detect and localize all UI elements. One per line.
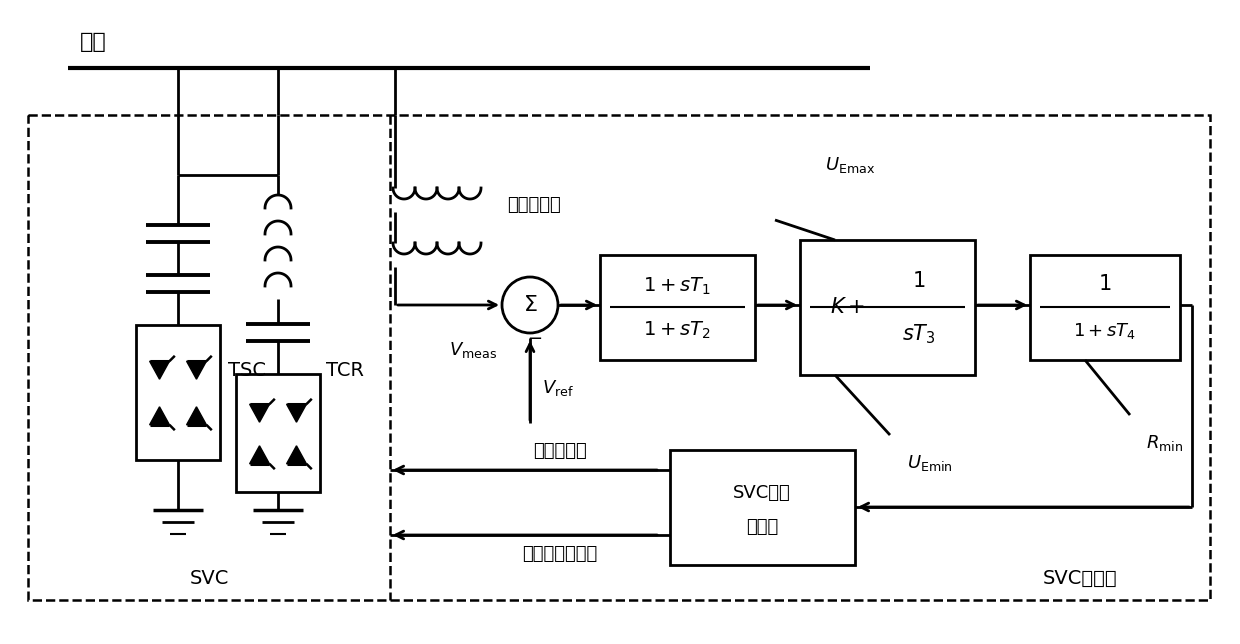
Text: $V_{\mathrm{ref}}$: $V_{\mathrm{ref}}$ xyxy=(542,378,574,398)
Text: $U_{\mathrm{Emin}}$: $U_{\mathrm{Emin}}$ xyxy=(908,453,952,473)
Text: $R_{\mathrm{min}}$: $R_{\mathrm{min}}$ xyxy=(1147,433,1184,453)
Bar xyxy=(600,255,755,360)
Text: 电压互感器: 电压互感器 xyxy=(507,196,560,214)
Polygon shape xyxy=(286,404,306,422)
Text: 发生器: 发生器 xyxy=(746,518,779,536)
Text: TSC: TSC xyxy=(228,361,267,379)
Bar xyxy=(136,325,219,460)
Text: 电容器组数信号: 电容器组数信号 xyxy=(522,545,598,563)
Polygon shape xyxy=(150,361,170,379)
Text: $U_{\mathrm{Emax}}$: $U_{\mathrm{Emax}}$ xyxy=(825,155,875,175)
Polygon shape xyxy=(150,407,170,425)
Polygon shape xyxy=(249,446,269,464)
Text: SVC控制器: SVC控制器 xyxy=(1043,569,1117,587)
Text: $\Sigma$: $\Sigma$ xyxy=(523,295,537,315)
Polygon shape xyxy=(186,407,206,425)
Text: TCR: TCR xyxy=(326,361,365,379)
Text: $K+$: $K+$ xyxy=(830,297,864,317)
Text: $V_{\mathrm{meas}}$: $V_{\mathrm{meas}}$ xyxy=(449,340,497,360)
Text: SVC信号: SVC信号 xyxy=(733,484,791,502)
Text: 触发角信号: 触发角信号 xyxy=(533,442,587,460)
Bar xyxy=(670,450,856,565)
Bar xyxy=(1030,255,1180,360)
Text: $1$: $1$ xyxy=(1099,274,1112,294)
Text: $1+sT_4$: $1+sT_4$ xyxy=(1074,321,1137,341)
Bar xyxy=(29,115,1210,600)
Text: SVC: SVC xyxy=(190,569,228,587)
Bar xyxy=(800,240,975,375)
Text: $-$: $-$ xyxy=(527,328,543,346)
Text: $sT_3$: $sT_3$ xyxy=(903,323,936,346)
Polygon shape xyxy=(249,404,269,422)
Text: 母线: 母线 xyxy=(81,32,107,52)
Polygon shape xyxy=(186,361,206,379)
Polygon shape xyxy=(286,446,306,464)
Text: $1$: $1$ xyxy=(913,270,926,290)
Bar xyxy=(236,374,320,492)
Text: $1+sT_1$: $1+sT_1$ xyxy=(644,276,711,297)
Text: $1+sT_2$: $1+sT_2$ xyxy=(644,320,711,341)
